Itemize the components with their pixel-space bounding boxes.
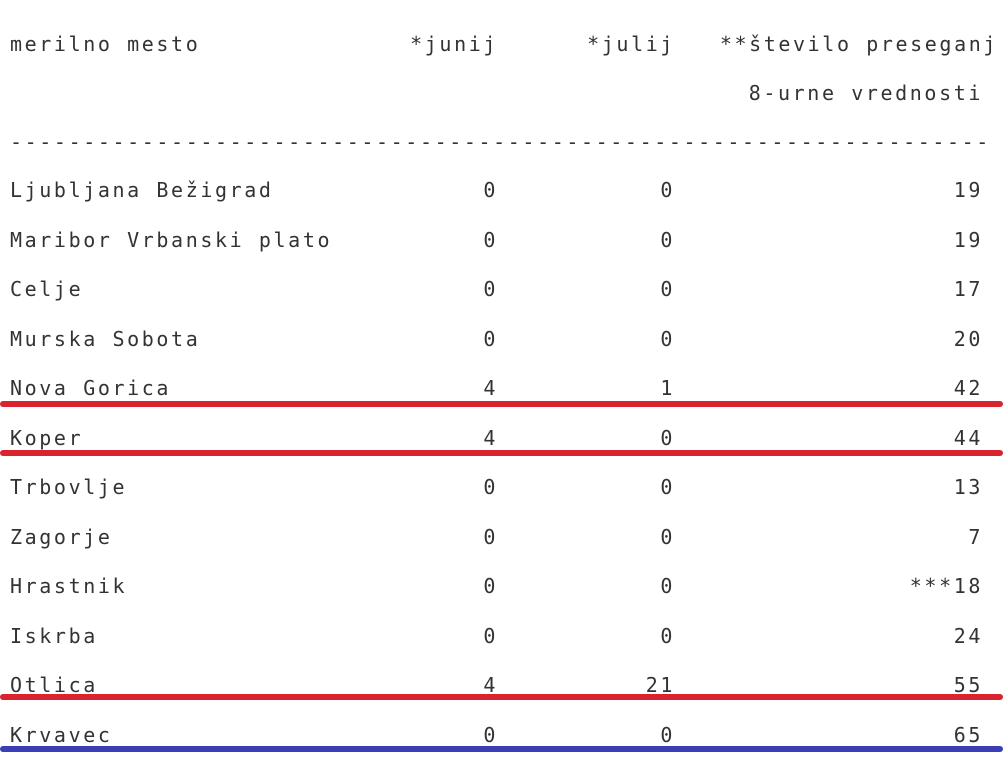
station-name: Ljubljana Bežigrad: [10, 178, 274, 202]
cell-value: ***18: [909, 574, 983, 598]
column-header: **število preseganj: [719, 32, 998, 56]
station-name: Zagorje: [10, 524, 113, 549]
cell-value: 0: [483, 475, 498, 499]
cell-value: 19: [953, 178, 983, 202]
cell-value: 0: [660, 326, 675, 351]
cell-value: 7: [968, 524, 983, 549]
station-name: Murska Sobota: [10, 326, 201, 351]
station-name: Iskrba: [10, 623, 98, 648]
red-underline: [0, 401, 1003, 407]
cell-value: 42: [953, 376, 983, 400]
cell-value: 0: [483, 623, 498, 648]
cell-value: 0: [660, 574, 675, 598]
blue-underline: [0, 746, 1003, 752]
cell-value: 0: [660, 623, 675, 648]
station-name: Koper: [10, 425, 84, 450]
column-header: *junij: [410, 32, 498, 56]
cell-value: 24: [953, 623, 983, 648]
cell-value: 55: [953, 673, 983, 697]
cell-value: 44: [953, 425, 983, 450]
cell-value: 17: [953, 277, 983, 301]
station-name: Nova Gorica: [10, 376, 172, 400]
cell-value: 0: [483, 524, 498, 549]
cell-value: 4: [483, 376, 498, 400]
cell-value: 4: [483, 425, 498, 450]
cell-value: 0: [660, 524, 675, 549]
red-underline: [0, 450, 1003, 456]
cell-value: 4: [483, 673, 498, 697]
column-header: merilno mesto: [10, 32, 201, 56]
column-subheader: 8-urne vrednosti: [748, 81, 983, 105]
separator: ----------------------------------------…: [10, 130, 991, 154]
cell-value: 0: [483, 178, 498, 202]
cell-value: 0: [660, 425, 675, 450]
station-name: Hrastnik: [10, 574, 128, 598]
cell-value: 0: [483, 326, 498, 351]
station-name: Celje: [10, 277, 84, 301]
cell-value: 0: [483, 277, 498, 301]
cell-value: 0: [483, 227, 498, 252]
cell-value: 0: [483, 574, 498, 598]
cell-value: 1: [660, 376, 675, 400]
cell-value: 0: [483, 722, 498, 747]
cell-value: 65: [953, 722, 983, 747]
station-name: Krvavec: [10, 722, 113, 747]
cell-value: 13: [953, 475, 983, 499]
cell-value: 0: [660, 277, 675, 301]
cell-value: 21: [645, 673, 675, 697]
cell-value: 20: [953, 326, 983, 351]
cell-value: 0: [660, 227, 675, 252]
cell-value: 0: [660, 178, 675, 202]
cell-value: 0: [660, 475, 675, 499]
station-name: Maribor Vrbanski plato: [10, 227, 333, 252]
cell-value: 19: [953, 227, 983, 252]
column-header: *julij: [587, 32, 675, 56]
cell-value: 0: [660, 722, 675, 747]
station-name: Trbovlje: [10, 475, 128, 499]
station-name: Otlica: [10, 673, 98, 697]
red-underline: [0, 694, 1003, 700]
